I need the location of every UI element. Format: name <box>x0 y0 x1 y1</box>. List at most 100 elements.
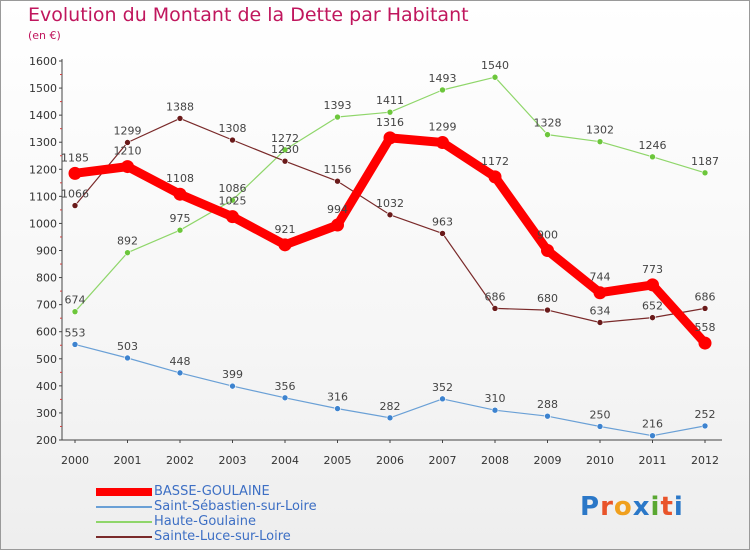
data-label: 1108 <box>166 172 194 185</box>
data-label: 773 <box>642 263 663 276</box>
data-label: 356 <box>275 380 296 393</box>
logo-letter: P <box>580 492 601 522</box>
data-label: 994 <box>327 203 348 216</box>
data-label: 1230 <box>271 143 299 156</box>
data-label: 1299 <box>429 120 457 133</box>
data-point <box>229 196 236 204</box>
y-tick-label: 300 <box>36 407 57 420</box>
data-label: 975 <box>170 212 191 225</box>
data-point <box>334 177 341 185</box>
data-label: 310 <box>485 392 506 405</box>
data-label: 652 <box>642 300 663 313</box>
data-point <box>281 157 289 165</box>
logo-letter: x <box>632 492 651 522</box>
logo-letter: o <box>613 492 633 522</box>
data-label: 1187 <box>691 155 719 168</box>
data-point <box>701 422 709 430</box>
series-line <box>70 133 710 348</box>
y-tick-label: 500 <box>36 353 57 366</box>
series-Saint-Sébastien-sur-Loire <box>71 341 709 439</box>
data-label: 399 <box>222 368 243 381</box>
x-tick-label: 2001 <box>114 454 142 467</box>
data-point <box>544 131 551 138</box>
chart-title: Evolution du Montant de la Dette par Hab… <box>28 4 469 26</box>
y-tick-label: 1000 <box>29 217 57 230</box>
data-point <box>649 432 656 439</box>
x-tick-label: 2002 <box>166 454 194 467</box>
data-label: 1540 <box>481 59 509 72</box>
data-point <box>439 230 446 237</box>
data-label: 1025 <box>219 195 247 208</box>
data-label: 1302 <box>586 124 614 137</box>
data-point <box>71 341 79 348</box>
data-label: 921 <box>275 223 296 236</box>
data-point <box>596 138 604 145</box>
data-label: 1272 <box>271 132 299 145</box>
data-label: 634 <box>590 305 611 318</box>
data-point <box>649 314 656 321</box>
data-label: 680 <box>537 292 558 305</box>
data-label: 1388 <box>166 100 194 113</box>
x-tick-label: 2005 <box>324 454 352 467</box>
y-tick-label: 800 <box>36 272 57 285</box>
data-label: 352 <box>432 381 453 394</box>
legend-swatch <box>96 505 152 508</box>
data-point <box>278 238 292 252</box>
data-label: 216 <box>642 418 663 431</box>
series-Haute-Goulaine <box>71 73 709 315</box>
legend-swatch <box>96 520 152 523</box>
x-tick-label: 2003 <box>219 454 247 467</box>
y-tick-label: 600 <box>36 326 57 339</box>
axes: 200 300 400 500 600 700 800 900 1000 1100 1200 1300… <box>29 55 722 467</box>
data-point <box>124 249 131 256</box>
data-point <box>596 319 604 326</box>
y-tick-label: 1600 <box>29 55 57 68</box>
legend-label: Haute-Goulaine <box>154 514 256 529</box>
legend-swatch <box>96 535 152 538</box>
data-label: 744 <box>590 271 611 284</box>
data-label: 1393 <box>324 99 352 112</box>
data-point <box>176 115 184 122</box>
y-tick-label: 1300 <box>29 136 57 149</box>
data-label: 1246 <box>639 139 667 152</box>
data-point <box>71 308 79 315</box>
y-tick-label: 1100 <box>29 190 57 203</box>
data-point <box>334 113 341 121</box>
data-point <box>68 166 82 180</box>
data-point <box>491 73 499 81</box>
data-point <box>229 136 236 144</box>
data-point <box>71 202 79 209</box>
data-label: 674 <box>65 294 86 307</box>
data-point <box>331 218 344 232</box>
data-point <box>281 394 289 402</box>
data-label: 1299 <box>114 124 142 137</box>
data-point <box>124 139 131 146</box>
data-label: 1032 <box>376 197 404 210</box>
data-point <box>488 170 502 184</box>
x-tick-label: 2004 <box>271 454 299 467</box>
legend-label: Saint-Sébastien-sur-Loire <box>154 499 317 514</box>
data-point <box>121 160 134 174</box>
logo-letter: i <box>650 492 661 522</box>
data-label: 558 <box>695 321 716 334</box>
series-BASSE-GOULAINE <box>68 131 712 350</box>
logo-letter: r <box>600 492 614 522</box>
data-point <box>281 146 289 154</box>
data-label: 282 <box>380 400 401 413</box>
data-label: 250 <box>590 408 611 421</box>
data-label: 1156 <box>324 163 352 176</box>
data-point <box>646 278 659 292</box>
data-point <box>541 244 554 257</box>
legend-swatch <box>96 487 152 496</box>
data-label: 503 <box>117 340 138 353</box>
data-label: 1316 <box>376 116 404 129</box>
data-label: 1411 <box>376 94 404 107</box>
y-tick-label: 1200 <box>29 163 57 176</box>
proxiti-logo: Proxiti <box>580 492 684 522</box>
data-label: 686 <box>695 290 716 303</box>
data-point <box>436 135 449 149</box>
x-tick-label: 2007 <box>429 454 457 467</box>
legend-label: Sainte-Luce-sur-Loire <box>154 529 291 544</box>
x-tick-label: 2010 <box>586 454 614 467</box>
